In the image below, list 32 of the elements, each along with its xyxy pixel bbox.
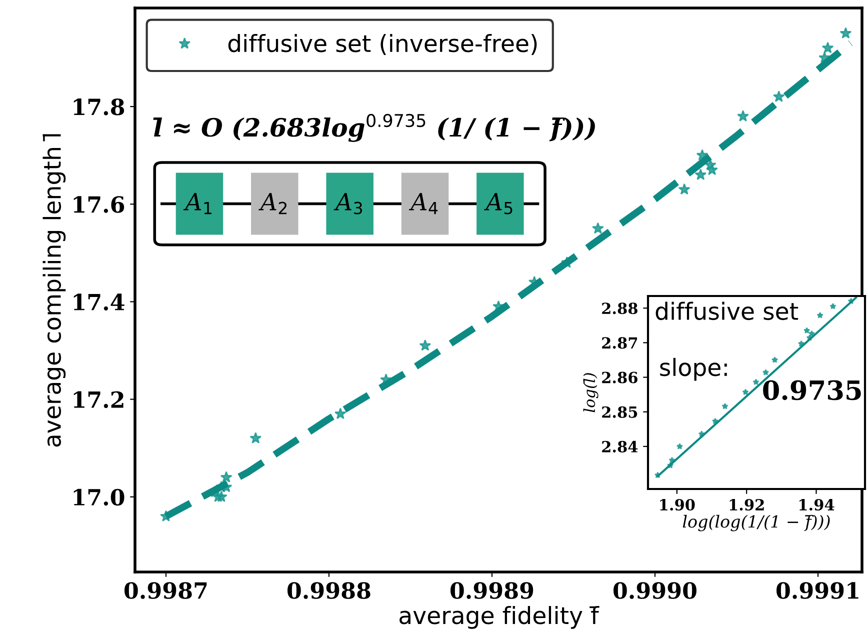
annotation: A$_{5}$ (484, 192, 512, 214)
y-tick-label: 17.6 (74, 196, 124, 213)
annotation: A$_{4}$ (408, 192, 438, 214)
annotation: l̄ ≈ O (2.683log$^{0.9735}$ (1/ (1 − f̄))) (153, 114, 595, 142)
x-tick-label: 1.90 (660, 498, 695, 511)
y-tick-label: 2.88 (602, 302, 638, 314)
x-axis-title: log(log(1/(1 − f̄))) (682, 514, 830, 532)
y-tick-label: 17.2 (74, 391, 124, 408)
x-tick-label: 1.94 (799, 498, 834, 511)
annotation: slope: (660, 358, 727, 381)
x-tick-label: 0.9989 (450, 582, 534, 599)
x-tick-label: 0.9991 (776, 582, 858, 599)
y-tick-label: 17.4 (74, 294, 124, 310)
y-tick-label: 2.87 (602, 337, 638, 349)
annotation: A$_{2}$ (258, 192, 287, 214)
y-axis-title: average compiling length l̄ (42, 134, 66, 447)
x-tick-label: 0.9988 (287, 582, 370, 599)
y-tick-label: 2.84 (602, 440, 638, 452)
y-tick-label: 2.85 (602, 406, 638, 418)
annotation: A$_{3}$ (334, 192, 362, 214)
y-axis-title: log(l̄) (583, 373, 598, 412)
annotation: A$_{1}$ (183, 192, 212, 214)
y-tick-label: 17.0 (74, 488, 124, 506)
x-tick-label: 0.9987 (124, 582, 207, 599)
x-axis-title: average fidelity f̄ (400, 606, 600, 629)
annotation: diffusive set (656, 302, 798, 320)
annotation: 0.9735 (763, 380, 861, 400)
y-tick-label: 17.8 (74, 98, 124, 116)
legend-label: diffusive set (inverse-free) (228, 34, 537, 56)
x-tick-label: 0.9990 (614, 582, 696, 599)
x-tick-label: 1.92 (730, 498, 764, 511)
y-tick-label: 2.86 (602, 372, 638, 384)
